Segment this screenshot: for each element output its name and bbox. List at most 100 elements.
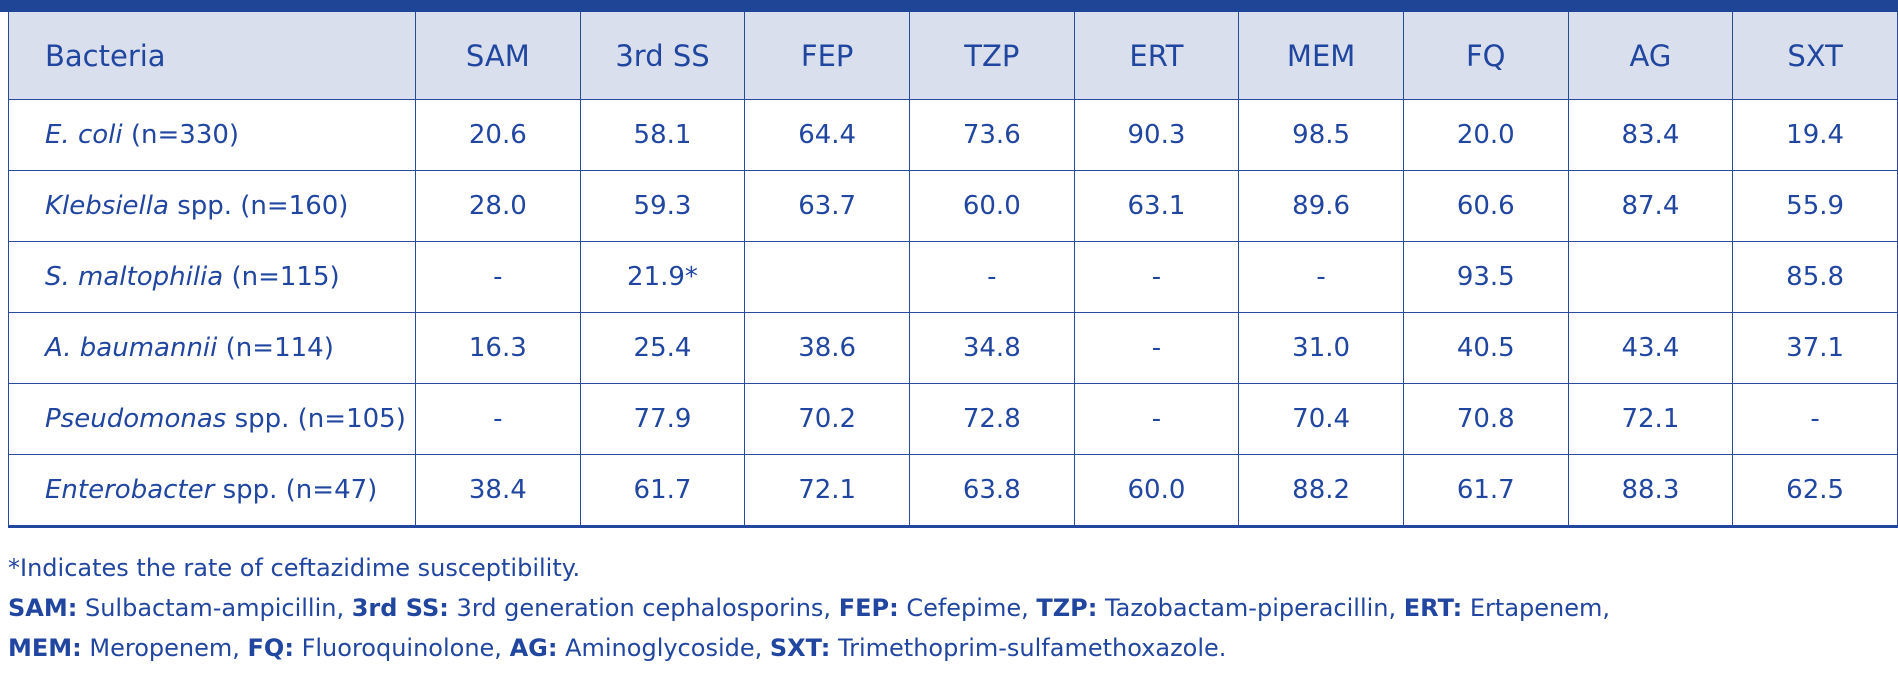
table-cell: 72.1: [744, 454, 910, 528]
abbreviation-term: TZP:: [1036, 594, 1098, 622]
table-cell: 62.5: [1732, 454, 1898, 528]
table-cell: 93.5: [1402, 241, 1569, 313]
table-cell: -: [415, 241, 581, 313]
table-row: A. baumannii (n=114) 16.3 25.4 38.6 34.8-31.…: [8, 312, 1898, 384]
table-cell: 25.4: [579, 312, 746, 384]
bacteria-name: Klebsiella: [45, 191, 169, 221]
header-cell: MEM: [1238, 12, 1404, 100]
table-cell: 90.3: [1073, 99, 1240, 171]
table-cell: 28.0: [415, 170, 581, 242]
table-cell: 70.2: [744, 383, 910, 455]
bacteria-name: S. maltophilia: [45, 262, 224, 292]
abbreviation-definition: Tazobactam-piperacillin,: [1104, 594, 1397, 622]
bacteria-cell: A. baumannii (n=114): [8, 312, 416, 384]
table-cell: -: [1732, 383, 1898, 455]
table-cell: 85.8: [1732, 241, 1898, 313]
table-cell: -: [1073, 383, 1240, 455]
bacteria-count: spp. (n=160): [177, 191, 349, 221]
bacteria-cell: Pseudomonas spp. (n=105): [8, 383, 416, 455]
table-cell: -: [908, 241, 1075, 313]
table-cell: 88.2: [1238, 454, 1404, 528]
table-cell: 72.8: [908, 383, 1075, 455]
table-cell: 63.8: [908, 454, 1075, 528]
table-cell: 77.9: [579, 383, 746, 455]
abbreviation-term: ERT:: [1403, 594, 1463, 622]
header-row: Bacteria SAM 3rd SS FEP TZP ERT MEM FQ AG SXT: [8, 12, 1898, 100]
bacteria-cell: Klebsiella spp. (n=160): [8, 170, 416, 242]
abbreviation-term: 3rd SS:: [351, 594, 449, 622]
header-cell: ERT: [1073, 12, 1240, 100]
abbreviation-definition: Meropenem,: [89, 634, 240, 662]
table-cell: 64.4: [744, 99, 910, 171]
table-row: S. maltophilia (n=115) -21.9* - - -93.5 85.8: [8, 241, 1898, 313]
table-cell: 38.6: [744, 312, 910, 384]
bacteria-name: E. coli: [45, 120, 123, 150]
abbreviation-line: MEM: Meropenem, FQ: Fluoroquinolone, AG:…: [8, 628, 1610, 668]
data-table: Bacteria SAM 3rd SS FEP TZP ERT MEM FQ AG SXT E. c…: [8, 12, 1898, 528]
header-cell: SXT: [1732, 12, 1898, 100]
bacteria-count: (n=330): [130, 120, 240, 150]
table-cell: 20.6: [415, 99, 581, 171]
notes: *Indicates the rate of ceftazidime susce…: [8, 548, 1610, 668]
table-cell: 61.7: [579, 454, 746, 528]
bacteria-name: Pseudomonas: [45, 404, 227, 434]
table-cell: 70.8: [1402, 383, 1569, 455]
table-cell: 38.4: [415, 454, 581, 528]
table-cell: 43.4: [1567, 312, 1734, 384]
table-cell: 72.1: [1567, 383, 1734, 455]
abbreviation-definition: Fluoroquinolone,: [301, 634, 502, 662]
table-cell: [1567, 241, 1734, 313]
table-cell: 63.7: [744, 170, 910, 242]
table-cell: [744, 241, 910, 313]
table-row: E. coli (n=330) 20.6 58.1 64.4 73.6 90.3 98.5 2…: [8, 99, 1898, 171]
bacteria-cell: E. coli (n=330): [8, 99, 416, 171]
abbreviation-term: FQ:: [247, 634, 294, 662]
abbreviation-line: SAM: Sulbactam-ampicillin, 3rd SS: 3rd g…: [8, 588, 1610, 628]
abbreviation-definition: 3rd generation cephalosporins,: [456, 594, 832, 622]
table-cell: -: [1073, 241, 1240, 313]
table-cell: 60.0: [908, 170, 1075, 242]
bacteria-count: (n=115): [231, 262, 340, 292]
table-cell: 31.0: [1238, 312, 1404, 384]
abbreviation-definition: Cefepime,: [906, 594, 1029, 622]
table-cell: -: [415, 383, 581, 455]
table-cell: 21.9*: [579, 241, 746, 313]
bacteria-count: spp. (n=105): [234, 404, 406, 434]
table-cell: 98.5: [1238, 99, 1404, 171]
abbreviation-term: FEP:: [838, 594, 899, 622]
header-cell: AG: [1567, 12, 1734, 100]
table-cell: 37.1: [1732, 312, 1898, 384]
footnote: *Indicates the rate of ceftazidime susce…: [8, 554, 581, 582]
header-cell: 3rd SS: [579, 12, 746, 100]
table-cell: -: [1238, 241, 1404, 313]
abbreviation-definition: Aminoglycoside,: [565, 634, 763, 662]
table-cell: 19.4: [1732, 99, 1898, 171]
table-cell: 63.1: [1073, 170, 1240, 242]
header-cell: Bacteria: [8, 12, 416, 100]
bacteria-name: Enterobacter: [45, 475, 215, 505]
abbreviation-term: SAM:: [8, 594, 78, 622]
bacteria-cell: Enterobacter spp. (n=47): [8, 454, 416, 528]
table-cell: 61.7: [1402, 454, 1569, 528]
bacteria-name: A. baumannii: [45, 333, 218, 363]
header-cell: FEP: [744, 12, 910, 100]
bacteria-cell: S. maltophilia (n=115): [8, 241, 416, 313]
abbreviation-definition: Ertapenem,: [1469, 594, 1611, 622]
table-row: Klebsiella spp. (n=160) 28.0 59.3 63.7 60.0 6…: [8, 170, 1898, 242]
abbreviation-term: MEM:: [8, 634, 82, 662]
table-cell: 60.0: [1073, 454, 1240, 528]
table-cell: 16.3: [415, 312, 581, 384]
table-row: Pseudomonas spp. (n=105) -77.9 70.2 72.8-70…: [8, 383, 1898, 455]
table-cell: 83.4: [1567, 99, 1734, 171]
table-cell: 73.6: [908, 99, 1075, 171]
table-cell: 88.3: [1567, 454, 1734, 528]
abbreviation-definition: Sulbactam-ampicillin,: [84, 594, 345, 622]
table-cell: 40.5: [1402, 312, 1569, 384]
bacteria-count: spp. (n=47): [222, 475, 378, 505]
table-cell: -: [1073, 312, 1240, 384]
table-cell: 34.8: [908, 312, 1075, 384]
top-bar: [0, 0, 1898, 12]
bacteria-count: (n=114): [225, 333, 334, 363]
table-cell: 59.3: [579, 170, 746, 242]
